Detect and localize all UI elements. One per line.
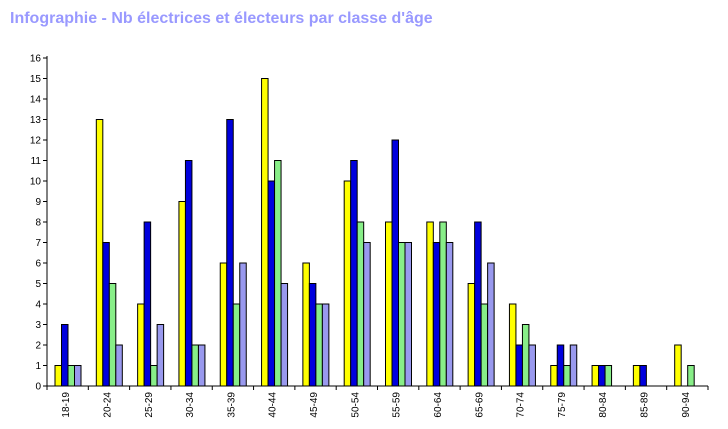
bar-50-54-s1	[343, 180, 352, 387]
bar-40-44-s3	[274, 160, 282, 387]
bar-35-39-s2	[226, 119, 234, 387]
x-tick-label: 70-74	[516, 392, 527, 418]
bar-75-79-s4	[569, 344, 578, 387]
bar-55-59-s2	[391, 139, 399, 387]
bar-35-39-s4	[239, 262, 247, 387]
bar-40-44-s4	[280, 283, 289, 387]
bar-20-24-s3	[108, 283, 117, 387]
bar-65-69-s3	[480, 303, 489, 387]
bar-45-49-s3	[315, 303, 323, 387]
y-tick-label: 5	[35, 279, 41, 290]
bar-45-49-s2	[308, 283, 317, 387]
bar-35-39-s3	[232, 303, 241, 387]
y-tick-label: 1	[35, 361, 41, 372]
bar-40-44-s1	[261, 78, 269, 387]
bar-70-74-s3	[521, 324, 530, 387]
x-tick-label: 25-29	[144, 392, 155, 418]
y-tick-label: 15	[30, 74, 42, 85]
bar-85-89-s2	[639, 365, 647, 387]
y-tick-label: 14	[30, 95, 42, 106]
bar-90-94-s1	[674, 344, 682, 387]
bar-18-19-s2	[61, 324, 69, 387]
y-tick-label: 7	[35, 238, 41, 249]
bar-75-79-s3	[563, 365, 571, 387]
bar-65-69-s4	[487, 262, 495, 387]
y-tick-label: 13	[30, 115, 42, 126]
bar-55-59-s4	[404, 242, 412, 387]
bar-40-44-s2	[267, 180, 276, 387]
bar-30-34-s2	[184, 160, 193, 387]
bar-25-29-s2	[143, 221, 152, 387]
x-tick-label: 60-64	[433, 392, 444, 418]
y-tick-label: 3	[35, 320, 41, 331]
y-tick-label: 9	[35, 197, 41, 208]
bar-30-34-s4	[197, 344, 206, 387]
bar-45-49-s4	[321, 303, 330, 387]
x-tick-label: 40-44	[268, 392, 279, 418]
bar-20-24-s2	[102, 242, 110, 387]
bar-70-74-s4	[528, 344, 536, 387]
x-tick-label: 55-59	[392, 392, 403, 418]
y-tick-label: 16	[30, 54, 42, 65]
y-tick-label: 10	[30, 177, 42, 188]
bar-60-64-s3	[439, 221, 447, 387]
x-tick-label: 90-94	[681, 392, 692, 418]
bar-50-54-s2	[350, 160, 358, 387]
x-tick-label: 80-84	[598, 392, 609, 418]
x-tick-label: 35-39	[226, 392, 237, 418]
bar-35-39-s1	[219, 262, 228, 387]
bar-20-24-s4	[115, 344, 123, 387]
bar-20-24-s1	[95, 119, 104, 387]
bar-60-64-s1	[426, 221, 434, 387]
x-tick-label: 18-19	[61, 392, 72, 418]
bar-50-54-s3	[356, 221, 365, 387]
bar-18-19-s4	[74, 365, 82, 387]
bar-60-64-s4	[445, 242, 454, 387]
y-tick-label: 2	[35, 341, 41, 352]
bar-25-29-s4	[156, 324, 165, 387]
bar-80-84-s3	[604, 365, 613, 387]
bar-30-34-s3	[191, 344, 199, 387]
bar-45-49-s1	[302, 262, 310, 387]
x-tick-label: 85-89	[640, 392, 651, 418]
bar-55-59-s3	[398, 242, 406, 387]
x-tick-label: 50-54	[350, 392, 361, 418]
bar-75-79-s1	[550, 365, 558, 387]
bar-18-19-s3	[67, 365, 75, 387]
bar-80-84-s2	[598, 365, 606, 387]
x-tick-label: 20-24	[102, 392, 113, 418]
bar-55-59-s1	[385, 221, 393, 387]
bar-25-29-s1	[137, 303, 145, 387]
x-tick-label: 45-49	[309, 392, 320, 418]
y-tick-label: 12	[30, 136, 42, 147]
chart-title: Infographie - Nb électrices et électeurs…	[10, 10, 433, 27]
bar-70-74-s1	[508, 303, 517, 387]
bar-50-54-s4	[363, 242, 371, 387]
bar-18-19-s1	[54, 365, 62, 387]
bar-25-29-s3	[150, 365, 158, 387]
bar-80-84-s1	[591, 365, 600, 387]
bars-layer	[54, 78, 695, 387]
y-tick-label: 8	[35, 218, 41, 229]
y-tick-label: 4	[35, 300, 41, 311]
y-tick-label: 11	[31, 156, 42, 167]
x-tick-label: 30-34	[185, 392, 196, 418]
bar-85-89-s1	[632, 365, 641, 387]
y-tick-label: 6	[35, 259, 41, 270]
bar-60-64-s2	[432, 242, 441, 387]
bar-90-94-s3	[687, 365, 695, 387]
bar-70-74-s2	[515, 344, 523, 387]
bar-65-69-s2	[474, 221, 482, 387]
y-tick-label: 0	[35, 382, 41, 393]
bar-75-79-s2	[556, 344, 565, 387]
bar-30-34-s1	[178, 201, 186, 387]
x-tick-label: 75-79	[557, 392, 568, 418]
x-tick-label: 65-69	[474, 392, 485, 418]
bar-65-69-s1	[467, 283, 476, 387]
